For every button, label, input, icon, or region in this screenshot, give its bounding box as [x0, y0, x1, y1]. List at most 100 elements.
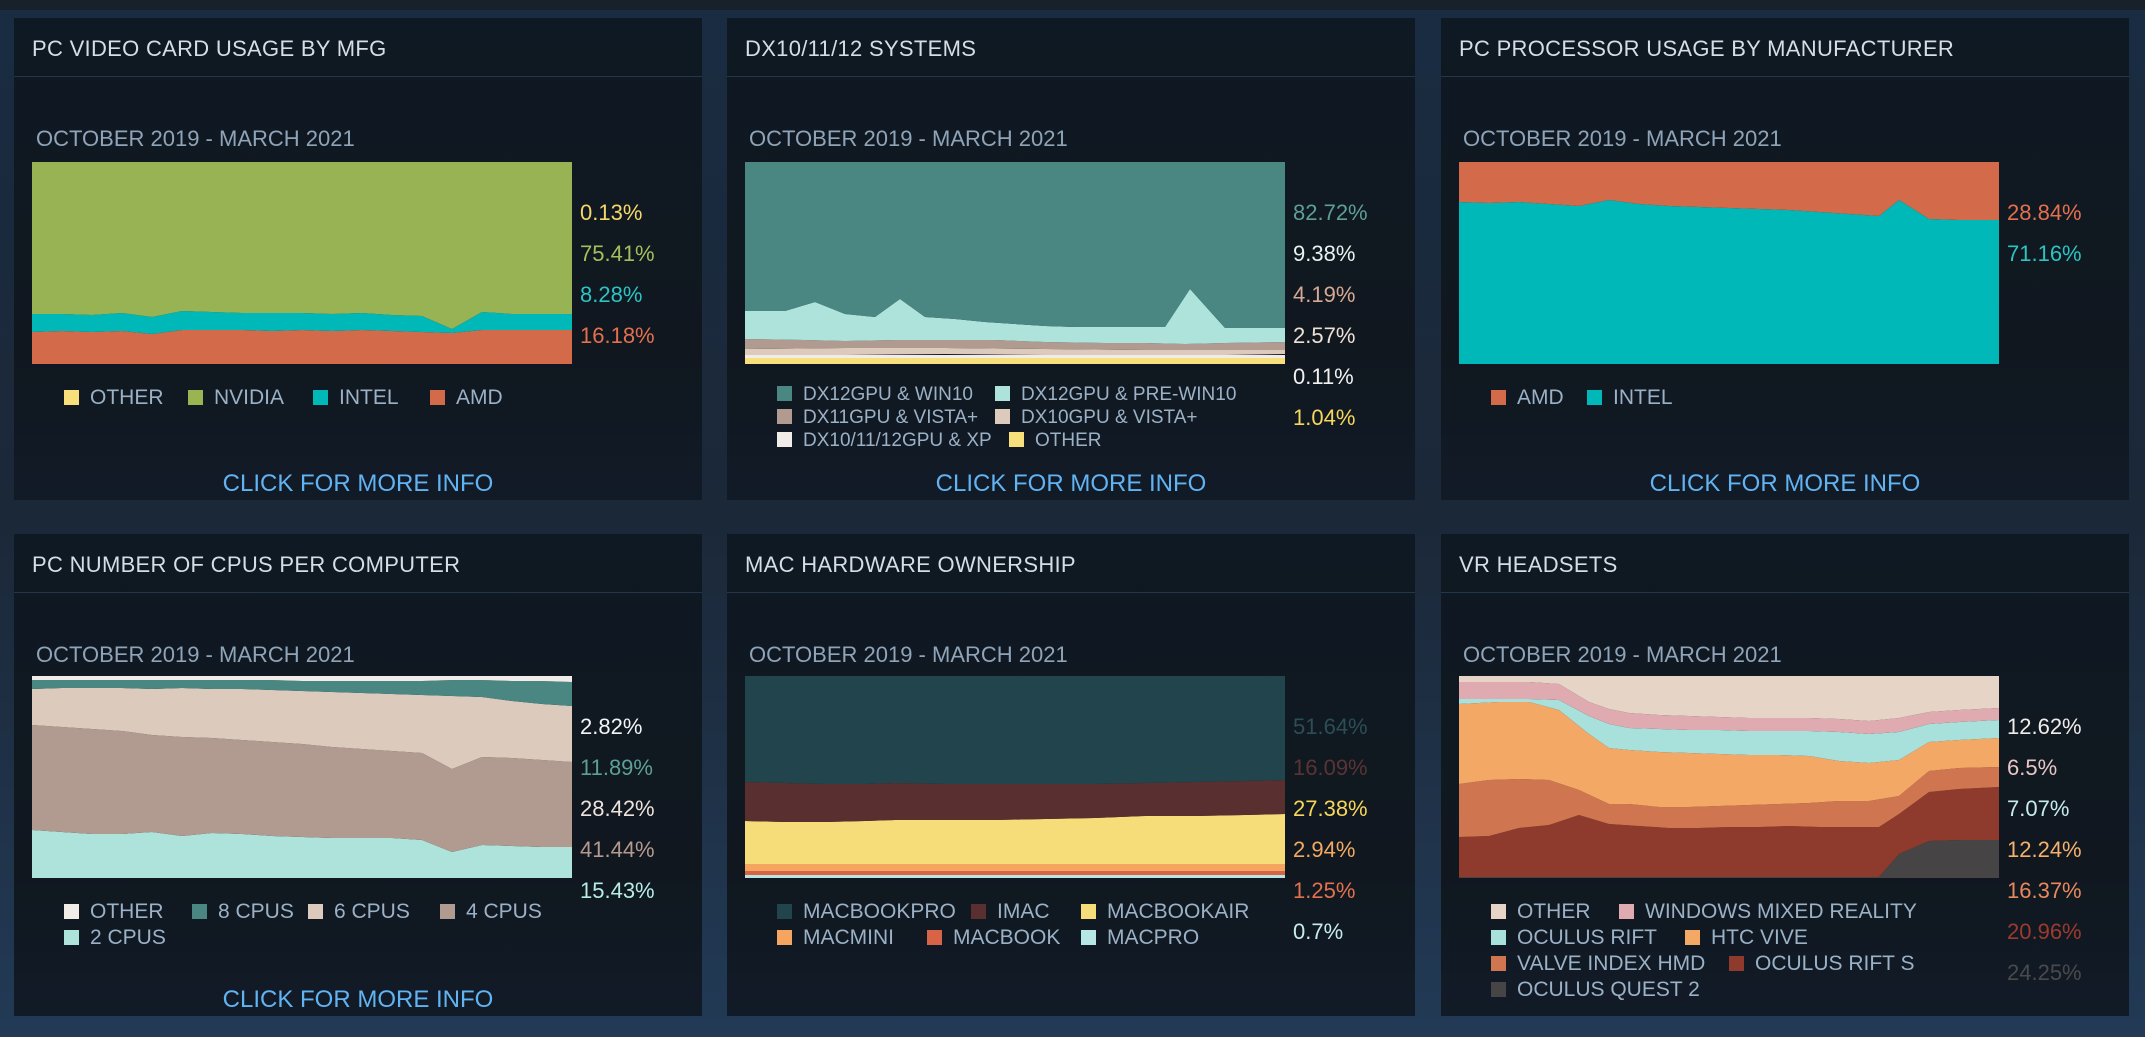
stacked-area-chart[interactable]	[745, 162, 1285, 364]
area-amd	[32, 330, 572, 364]
chart-svg	[745, 676, 1285, 878]
legend-item: DX12GPU & PRE-WIN10	[995, 384, 1236, 406]
pct-intel: 71.16%	[2007, 241, 2082, 266]
pct-4-cpus: 41.44%	[580, 837, 655, 862]
pct-macbook: 1.25%	[1293, 878, 1356, 903]
legend-label: INTEL	[339, 386, 399, 409]
legend-swatch	[1685, 930, 1700, 945]
area-macbookpro	[745, 676, 1285, 784]
pct-oculus-rift-s: 20.96%	[2007, 919, 2082, 944]
legend-swatch	[995, 386, 1010, 401]
legend-swatch	[1619, 904, 1634, 919]
legend-label: OCULUS RIFT S	[1755, 952, 1915, 975]
area-intel	[32, 311, 572, 334]
legend-item: OTHER	[64, 900, 164, 924]
legend-label: NVIDIA	[214, 386, 285, 409]
legend-swatch	[1587, 390, 1602, 405]
area-macmini	[745, 864, 1285, 871]
legend-label: MACPRO	[1107, 926, 1200, 949]
area-macbookair	[745, 814, 1285, 864]
area-dx11gpu-vista	[745, 339, 1285, 350]
more-info-link[interactable]: CLICK FOR MORE INFO	[222, 986, 494, 1013]
legend-item: MACBOOKPRO	[777, 900, 956, 924]
legend-swatch	[995, 409, 1010, 424]
legend-label: VALVE INDEX HMD	[1517, 952, 1706, 975]
legend-swatch	[192, 904, 207, 919]
stacked-area-chart[interactable]	[1459, 676, 1999, 878]
stacked-area-chart[interactable]	[1459, 162, 1999, 364]
legend-item: IMAC	[971, 900, 1050, 924]
legend-label: DX12GPU & WIN10	[803, 384, 973, 405]
legend-label: 8 CPUS	[218, 900, 294, 923]
top-strip	[0, 0, 2145, 10]
area-other	[745, 358, 1285, 364]
panel-title: PC PROCESSOR USAGE BY MANUFACTURER	[1459, 36, 1955, 61]
legend-swatch	[1081, 930, 1096, 945]
legend-item: OTHER	[1491, 900, 1591, 924]
area-dx12gpu-pre-win10	[745, 289, 1285, 344]
legend-label: OTHER	[90, 386, 164, 409]
date-range: OCTOBER 2019 - MARCH 2021	[36, 642, 355, 667]
legend-item: 8 CPUS	[192, 900, 294, 924]
panel-title: DX10/11/12 SYSTEMS	[745, 36, 977, 61]
legend-item: VALVE INDEX HMD	[1491, 952, 1705, 976]
area-other	[1459, 676, 1999, 721]
stacked-area-chart[interactable]	[745, 676, 1285, 878]
pct-imac: 16.09%	[1293, 755, 1368, 780]
legend-swatch	[1491, 956, 1506, 971]
pct-amd: 28.84%	[2007, 200, 2082, 225]
date-range: OCTOBER 2019 - MARCH 2021	[749, 126, 1068, 151]
legend-swatch	[1491, 930, 1506, 945]
panel-divider	[727, 76, 1415, 77]
legend-label: MACBOOK	[953, 926, 1061, 949]
legend-label: OCULUS QUEST 2	[1517, 978, 1700, 1001]
legend-swatch	[777, 904, 792, 919]
area-macbook	[745, 871, 1285, 875]
legend-label: HTC VIVE	[1711, 926, 1808, 949]
legend-item: MACBOOKAIR	[1081, 900, 1249, 924]
date-range: OCTOBER 2019 - MARCH 2021	[1463, 642, 1782, 667]
more-info-link[interactable]: CLICK FOR MORE INFO	[935, 470, 1207, 497]
legend-item: 6 CPUS	[308, 900, 410, 924]
legend-label: AMD	[456, 386, 503, 409]
panel-title: PC NUMBER OF CPUS PER COMPUTER	[32, 552, 461, 577]
legend-swatch	[64, 930, 79, 945]
legend-swatch	[777, 409, 792, 424]
pct-amd: 16.18%	[580, 323, 655, 348]
more-info-link[interactable]: CLICK FOR MORE INFO	[222, 470, 494, 497]
area-oculus-rift	[1459, 699, 1999, 763]
pct-nvidia: 75.41%	[580, 241, 655, 266]
chart-svg	[1459, 676, 1999, 878]
legend-swatch	[1491, 982, 1506, 997]
pct-dx12-pre-win10: 9.38%	[1293, 241, 1356, 266]
pct-other: 2.82%	[580, 714, 643, 739]
date-range: OCTOBER 2019 - MARCH 2021	[749, 642, 1068, 667]
legend-label: MACBOOKAIR	[1107, 900, 1250, 923]
legend-label: DX11GPU & VISTA+	[803, 407, 979, 428]
panel-divider	[14, 76, 702, 77]
legend-swatch	[1081, 904, 1096, 919]
pct-macpro: 0.7%	[1293, 919, 1344, 944]
area-6-cpus	[32, 688, 572, 769]
area-macpro	[745, 875, 1285, 878]
pct-valve-index: 16.37%	[2007, 878, 2082, 903]
legend-swatch	[1729, 956, 1744, 971]
pct-macbookpro: 51.64%	[1293, 714, 1368, 739]
date-range: OCTOBER 2019 - MARCH 2021	[1463, 126, 1782, 151]
stacked-area-chart[interactable]	[32, 162, 572, 364]
area-oculus-quest-2	[1459, 840, 1999, 878]
area-intel	[1459, 200, 1999, 364]
legend-item: OCULUS RIFT S	[1729, 952, 1914, 976]
legend-item: MACPRO	[1081, 926, 1199, 950]
legend-item: OTHER	[1009, 430, 1102, 452]
legend-label: 6 CPUS	[334, 900, 410, 923]
more-info-link[interactable]: CLICK FOR MORE INFO	[1649, 470, 1921, 497]
stacked-area-chart[interactable]	[32, 676, 572, 878]
legend-label: OTHER	[90, 900, 164, 923]
area-windows-mixed-reality	[1459, 682, 1999, 734]
legend-item: AMD	[430, 386, 503, 410]
legend-label: MACBOOKPRO	[803, 900, 956, 923]
pct-8-cpus: 11.89%	[580, 755, 653, 780]
legend-item: OCULUS RIFT	[1491, 926, 1657, 950]
legend-item: WINDOWS MIXED REALITY	[1619, 900, 1917, 924]
